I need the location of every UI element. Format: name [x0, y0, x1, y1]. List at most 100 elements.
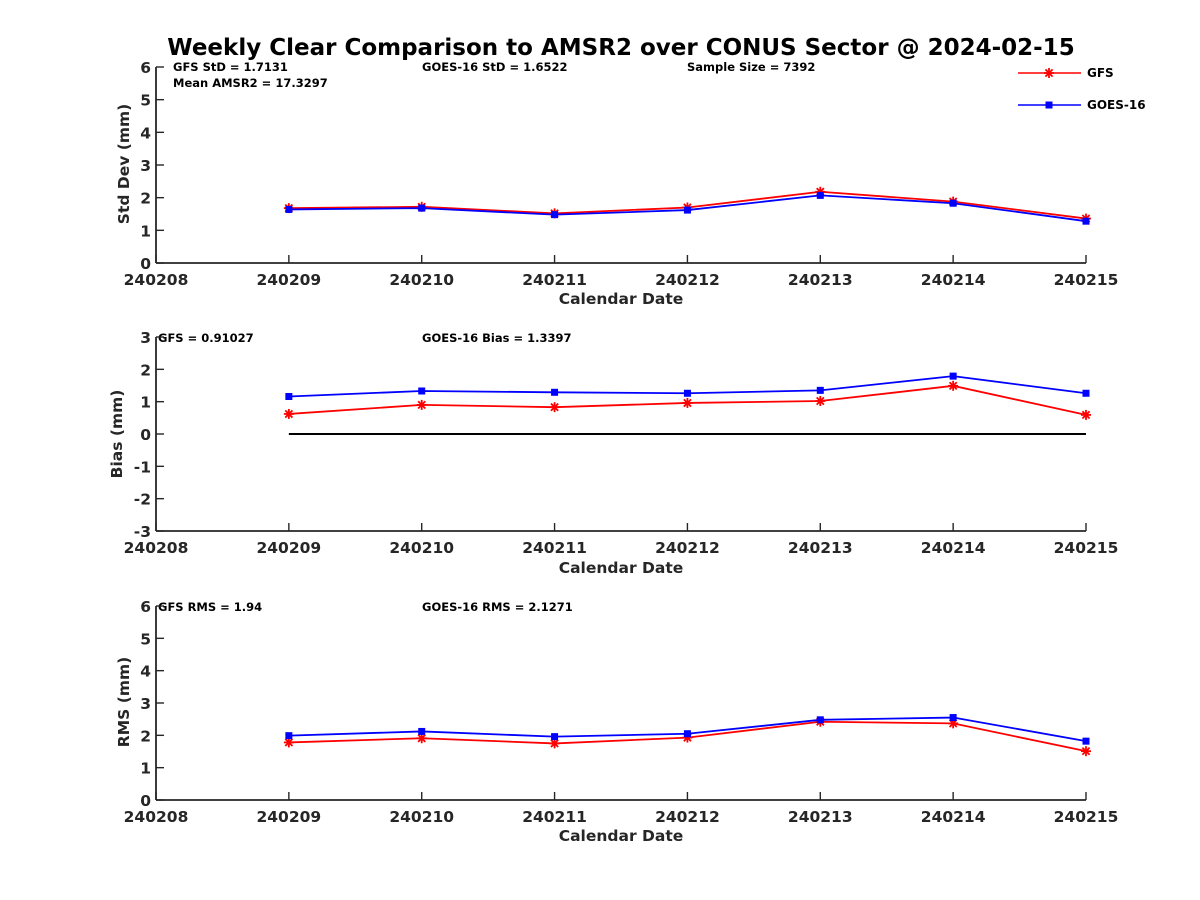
marker-stroke [284, 738, 294, 747]
x-tick-label: 240211 [522, 539, 587, 557]
marker-stroke [550, 739, 559, 748]
legend-marker-shape [1045, 101, 1053, 109]
data-point-goes16 [285, 732, 293, 740]
y-tick-label: 4 [140, 124, 151, 142]
y-tick-label: 0 [140, 426, 151, 444]
data-point-goes16 [949, 372, 957, 380]
data-point-goes16 [285, 205, 293, 213]
x-tick-label: 240209 [256, 539, 321, 557]
y-axis-label: Bias (mm) [108, 390, 126, 479]
legend: GFS GOES-16 [1018, 66, 1146, 112]
marker-stroke [1081, 746, 1091, 756]
x-tick-label: 240213 [788, 539, 853, 557]
x-tick-label: 240215 [1054, 539, 1119, 557]
x-tick-label: 240210 [389, 539, 454, 557]
y-tick-label: 1 [140, 394, 151, 412]
data-point-gfs [1081, 409, 1091, 420]
data-point-goes16 [551, 211, 559, 219]
y-tick-label: 5 [140, 92, 151, 110]
x-tick-label: 240214 [921, 271, 986, 289]
x-tick-label: 240212 [655, 539, 720, 557]
y-tick-label: 6 [140, 598, 151, 616]
y-axis-label: Std Dev (mm) [115, 104, 133, 224]
mean-amsr2-stat: Mean AMSR2 = 17.3297 [173, 76, 328, 90]
x-tick-label: 240214 [921, 539, 986, 557]
data-point-goes16 [285, 392, 293, 400]
legend-marker-gfs [1044, 68, 1054, 78]
y-tick-label: 0 [140, 792, 151, 810]
y-tick-label: -1 [134, 458, 151, 476]
data-point-gfs [1081, 746, 1091, 757]
y-tick-label: 2 [140, 727, 151, 745]
x-tick-label: 240208 [124, 808, 189, 826]
x-tick-label: 240211 [522, 271, 587, 289]
marker-stroke [948, 381, 958, 391]
marker-stroke [816, 396, 825, 406]
x-tick-label: 240212 [655, 808, 720, 826]
y-tick-label: 0 [140, 255, 151, 273]
x-axis-label: Calendar Date [559, 290, 684, 308]
y-tick-label: -2 [134, 491, 151, 509]
data-point-goes16 [551, 388, 559, 396]
y-tick-label: 2 [140, 361, 151, 379]
data-point-goes16 [949, 199, 957, 207]
gfs-bias-stat: GFS = 0.91027 [158, 331, 254, 345]
sample-size-stat: Sample Size = 7392 [687, 60, 815, 74]
x-axis-label: Calendar Date [559, 559, 684, 577]
goes16-rms-stat: GOES-16 RMS = 2.1271 [422, 600, 573, 614]
x-tick-label: 240208 [124, 271, 189, 289]
data-point-goes16 [1082, 737, 1090, 745]
goes16-std-stat: GOES-16 StD = 1.6522 [422, 60, 567, 74]
x-tick-label: 240210 [389, 271, 454, 289]
x-axis-label: Calendar Date [559, 827, 684, 845]
data-point-goes16 [683, 730, 691, 738]
x-tick-label: 240213 [788, 808, 853, 826]
y-tick-label: -3 [134, 523, 151, 541]
x-tick-label: 240212 [655, 271, 720, 289]
data-point-goes16 [683, 389, 691, 397]
x-tick-label: 240215 [1054, 808, 1119, 826]
y-tick-label: 4 [140, 663, 151, 681]
data-point-goes16 [551, 733, 559, 741]
data-point-gfs [549, 402, 560, 413]
x-tick-label: 240208 [124, 539, 189, 557]
y-tick-label: 3 [140, 329, 151, 347]
y-tick-label: 6 [140, 59, 151, 77]
legend-label-gfs: GFS [1087, 66, 1114, 80]
data-point-goes16 [418, 727, 426, 735]
marker-stroke [550, 402, 559, 412]
data-point-goes16 [683, 206, 691, 214]
data-point-goes16 [949, 714, 957, 722]
data-point-goes16 [816, 386, 824, 394]
y-tick-label: 2 [140, 190, 151, 208]
data-point-goes16 [816, 191, 824, 199]
y-tick-label: 5 [140, 630, 151, 648]
data-point-goes16 [1082, 217, 1090, 225]
data-point-goes16 [418, 387, 426, 395]
legend-marker-goes16 [1045, 101, 1053, 109]
data-point-gfs [416, 399, 427, 410]
goes16-bias-stat: GOES-16 Bias = 1.3397 [422, 331, 571, 345]
data-point-gfs [549, 738, 560, 749]
y-tick-label: 1 [140, 760, 151, 778]
data-point-goes16 [1082, 389, 1090, 397]
marker-stroke [284, 409, 294, 419]
marker-stroke [417, 400, 426, 410]
rms-panel: GFS RMS = 1.94 GOES-16 RMS = 2.1271 Cale… [115, 598, 1118, 845]
legend-label-goes16: GOES-16 [1087, 98, 1146, 112]
data-point-gfs [283, 408, 294, 419]
y-axis-label: RMS (mm) [115, 657, 133, 747]
marker-stroke [417, 734, 426, 743]
x-tick-label: 240209 [256, 808, 321, 826]
std-dev-panel: GFS StD = 1.7131 Mean AMSR2 = 17.3297 GO… [115, 59, 1118, 308]
data-point-goes16 [816, 716, 824, 724]
legend-marker-shape [1044, 68, 1054, 78]
x-tick-label: 240210 [389, 808, 454, 826]
marker-stroke [1044, 68, 1054, 78]
x-tick-label: 240209 [256, 271, 321, 289]
x-tick-label: 240213 [788, 271, 853, 289]
x-tick-label: 240214 [921, 808, 986, 826]
marker-stroke [683, 398, 692, 408]
data-point-gfs [948, 380, 959, 391]
